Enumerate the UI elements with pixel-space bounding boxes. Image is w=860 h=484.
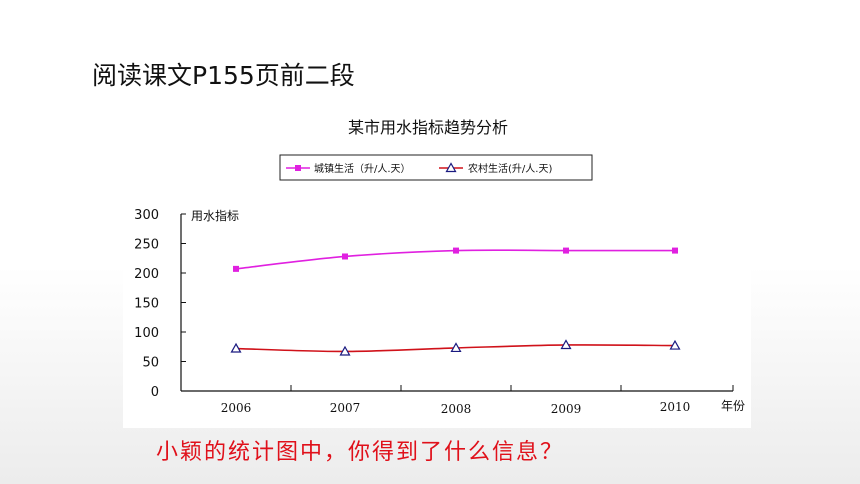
y-tick-label: 50 xyxy=(142,356,159,371)
y-axis-label: 用水指标 xyxy=(191,208,239,223)
x-tick-label: 2010 xyxy=(660,400,691,414)
data-point-square xyxy=(453,247,459,254)
y-tick-label: 250 xyxy=(134,238,159,253)
chart-panel: 某市用水指标趋势分析 城镇生活（升/人.天） 农村生活(升/人.天) 0 50 100… xyxy=(123,96,751,428)
x-axis-label: 年份 xyxy=(721,399,745,413)
data-point-square xyxy=(563,247,569,254)
x-tick-label: 2009 xyxy=(551,402,582,416)
line-chart: 某市用水指标趋势分析 城镇生活（升/人.天） 农村生活(升/人.天) 0 50 100… xyxy=(134,118,745,416)
data-point-triangle xyxy=(669,339,681,350)
question-text: 小颖的统计图中，你得到了什么信息？ xyxy=(156,440,565,465)
chart-title: 某市用水指标趋势分析 xyxy=(348,118,508,137)
x-tick-label: 2008 xyxy=(441,402,472,416)
data-point-square xyxy=(342,253,348,260)
data-point-square xyxy=(233,265,239,272)
y-tick-label: 300 xyxy=(134,208,159,223)
y-tick-label: 100 xyxy=(134,326,159,341)
legend-marker-triangle xyxy=(445,162,457,173)
data-point-square xyxy=(672,247,678,254)
x-tick-label: 2007 xyxy=(330,401,361,415)
data-point-triangle xyxy=(450,342,462,353)
data-point-triangle xyxy=(230,342,242,353)
legend-marker-square xyxy=(295,165,301,171)
x-tick-label: 2006 xyxy=(221,401,252,415)
y-tick-label: 0 xyxy=(151,385,159,400)
data-point-triangle xyxy=(339,345,351,356)
legend-label-2: 农村生活(升/人.天) xyxy=(468,162,552,175)
legend-box xyxy=(279,154,593,181)
legend-label-1: 城镇生活（升/人.天） xyxy=(314,162,411,175)
data-point-triangle xyxy=(560,339,572,350)
y-tick-label: 150 xyxy=(134,297,159,312)
y-tick-label: 200 xyxy=(134,267,159,282)
slide-heading: 阅读课文P155页前二段 xyxy=(92,61,355,90)
